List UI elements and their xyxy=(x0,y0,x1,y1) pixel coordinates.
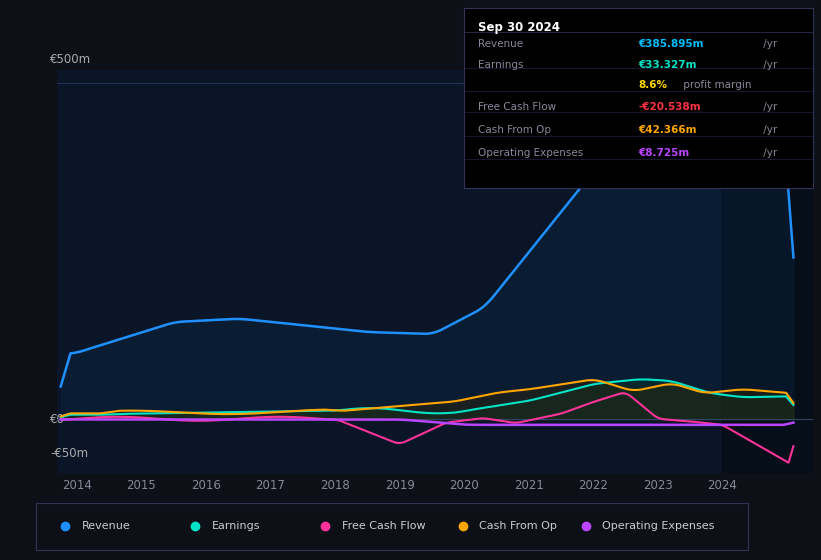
Text: -€50m: -€50m xyxy=(50,446,88,460)
Text: /yr: /yr xyxy=(760,39,777,49)
Text: Earnings: Earnings xyxy=(478,60,523,71)
Text: €0: €0 xyxy=(50,413,65,426)
Text: Free Cash Flow: Free Cash Flow xyxy=(478,101,556,111)
Text: Revenue: Revenue xyxy=(82,521,131,531)
Text: Free Cash Flow: Free Cash Flow xyxy=(342,521,425,531)
Text: -€20.538m: -€20.538m xyxy=(639,101,701,111)
Text: Operating Expenses: Operating Expenses xyxy=(478,148,583,158)
Text: Cash From Op: Cash From Op xyxy=(479,521,557,531)
Text: Earnings: Earnings xyxy=(212,521,260,531)
Text: profit margin: profit margin xyxy=(680,80,752,90)
Text: Sep 30 2024: Sep 30 2024 xyxy=(478,21,560,34)
Text: /yr: /yr xyxy=(760,125,777,135)
Text: Revenue: Revenue xyxy=(478,39,523,49)
Text: /yr: /yr xyxy=(760,60,777,71)
Text: €42.366m: €42.366m xyxy=(639,125,697,135)
Text: /yr: /yr xyxy=(760,148,777,158)
Text: €385.895m: €385.895m xyxy=(639,39,704,49)
Text: 8.6%: 8.6% xyxy=(639,80,667,90)
Text: Cash From Op: Cash From Op xyxy=(478,125,551,135)
Text: Operating Expenses: Operating Expenses xyxy=(602,521,714,531)
Text: €8.725m: €8.725m xyxy=(639,148,690,158)
Text: €33.327m: €33.327m xyxy=(639,60,697,71)
Bar xyxy=(722,70,819,473)
Text: €500m: €500m xyxy=(50,53,91,66)
Text: /yr: /yr xyxy=(760,101,777,111)
